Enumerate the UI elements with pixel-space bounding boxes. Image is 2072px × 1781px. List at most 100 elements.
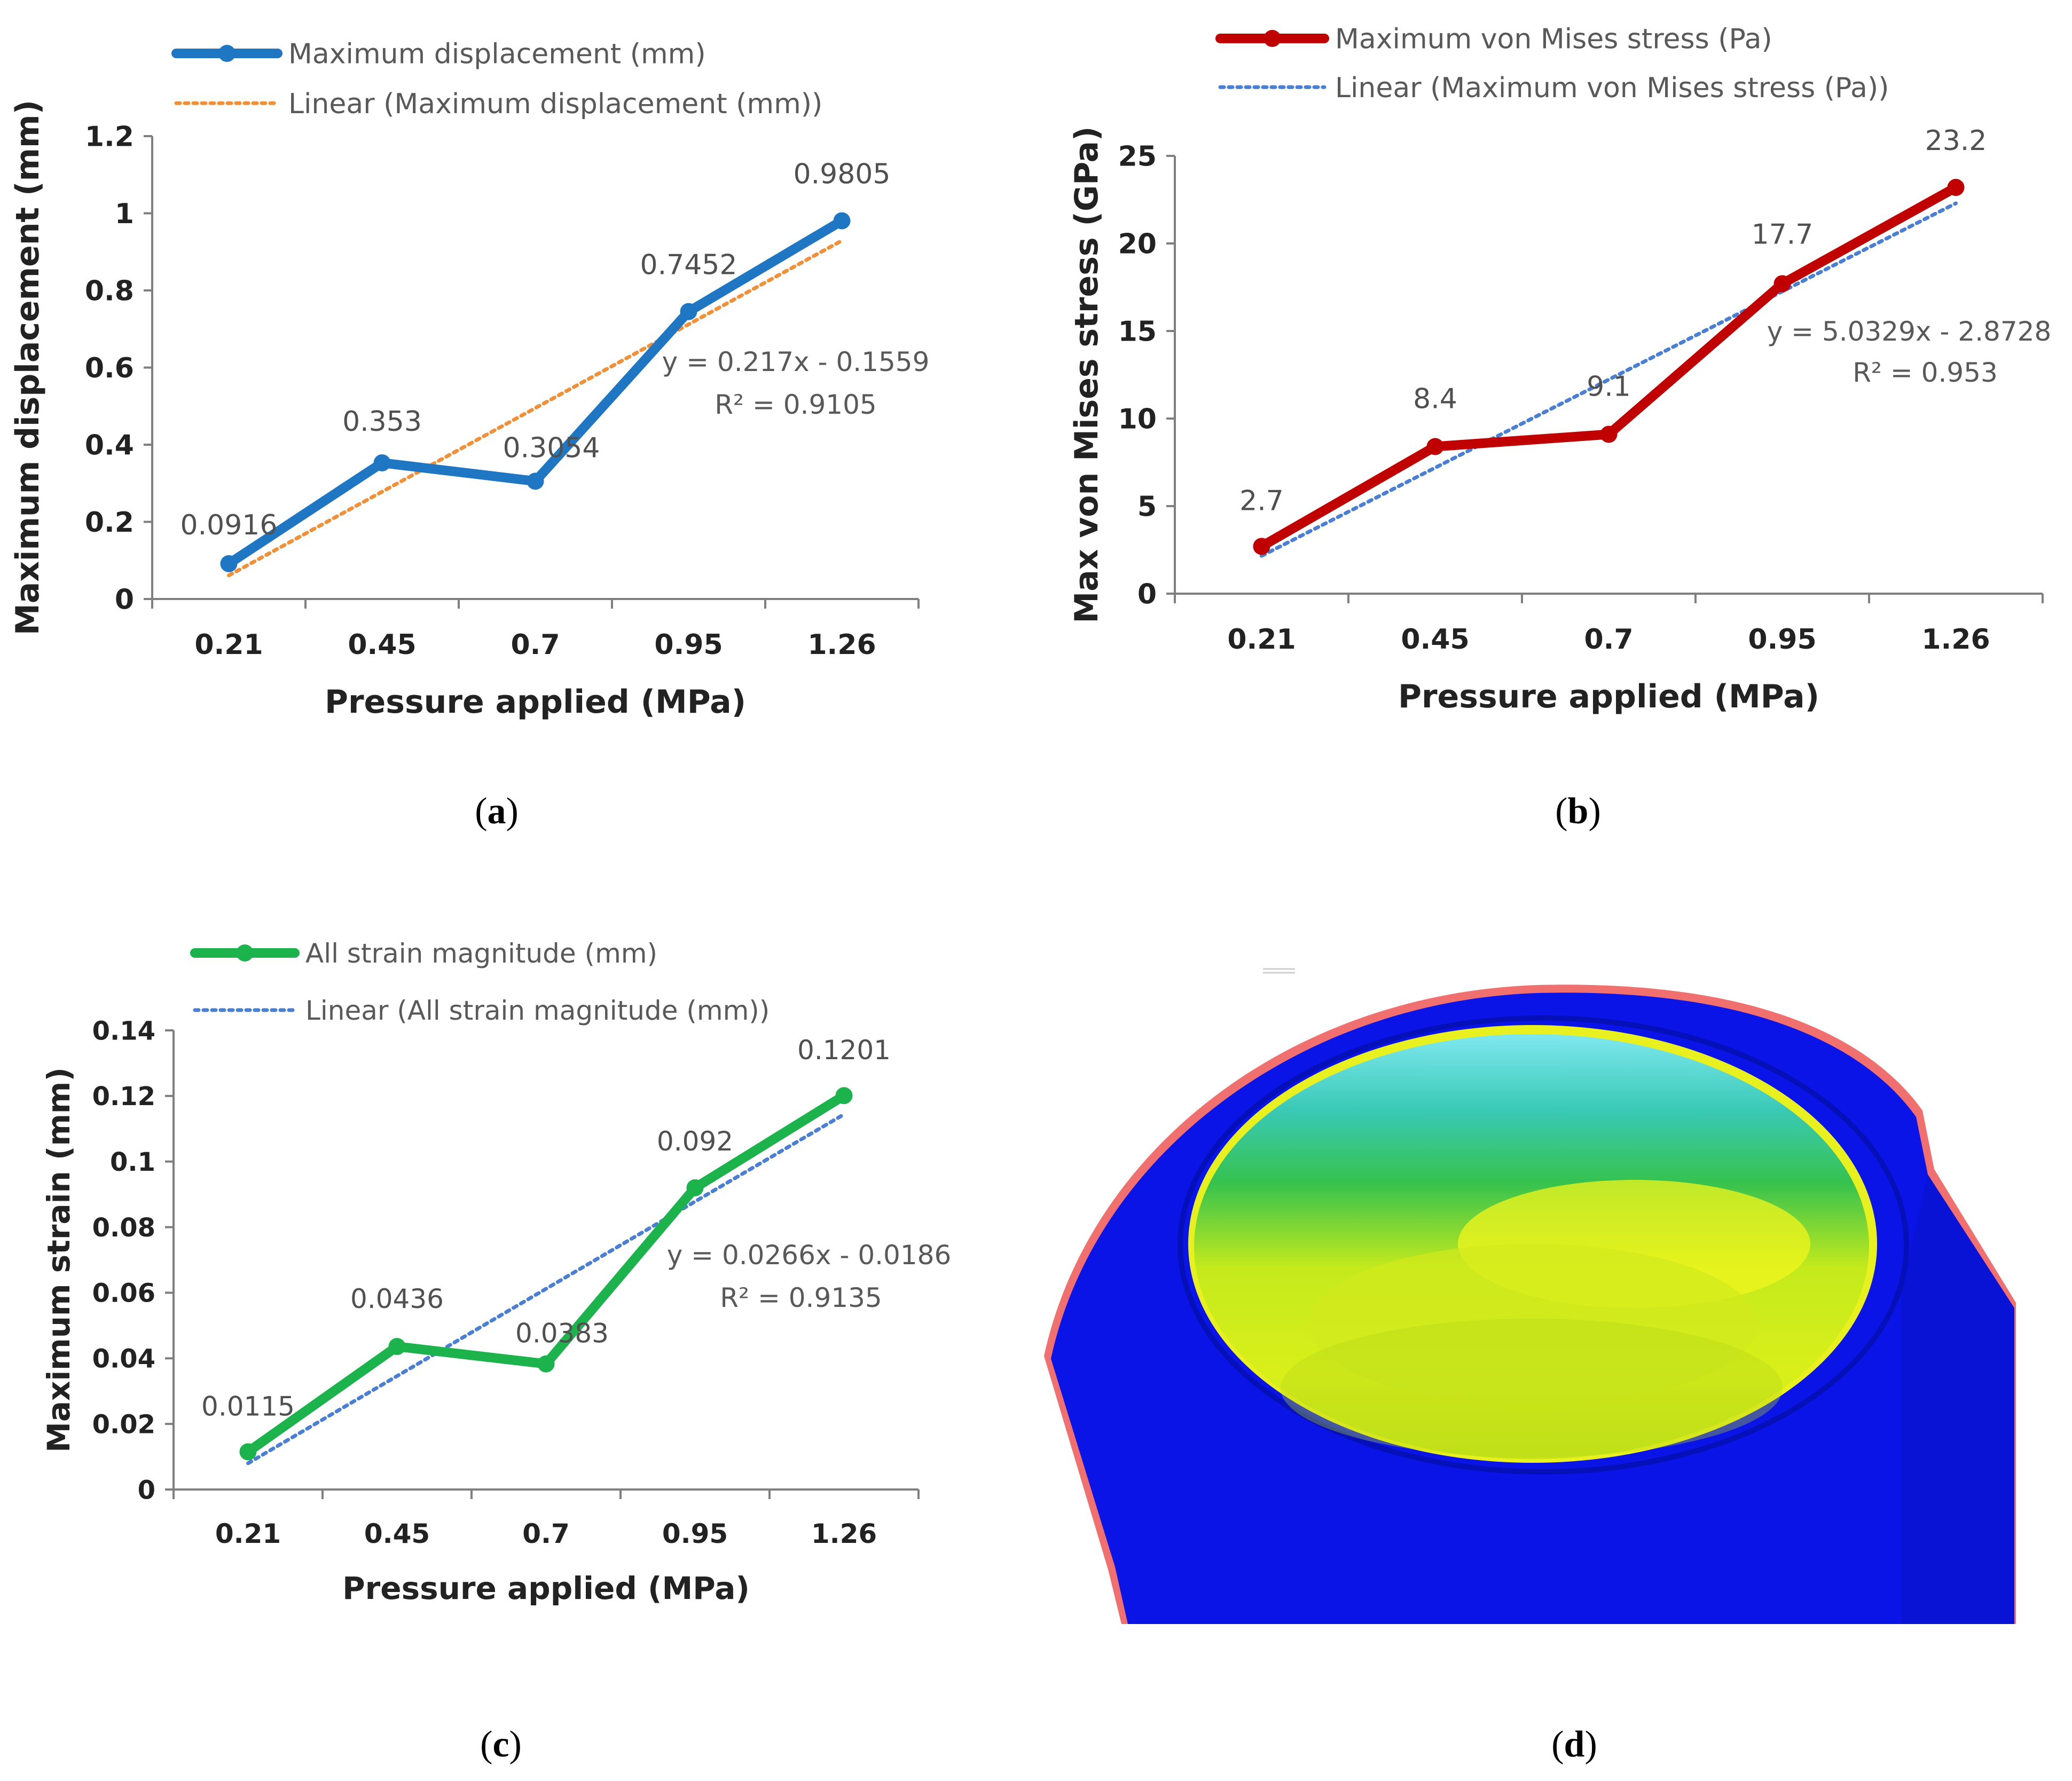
- x-category-label: 0.7: [511, 629, 560, 661]
- trendline-equation: y = 0.217x - 0.1559: [662, 346, 930, 377]
- legend-series-label: Maximum von Mises stress (Pa): [1335, 23, 1772, 56]
- x-category-label: 0.45: [1401, 624, 1469, 656]
- data-label: 23.2: [1925, 125, 1987, 157]
- legend-series-label: All strain magnitude (mm): [305, 938, 657, 969]
- y-tick-label: 0: [1137, 579, 1157, 611]
- x-category-label: 0.95: [662, 1518, 728, 1549]
- y-tick-label: 10: [1118, 404, 1157, 436]
- legend-series-marker: [218, 45, 236, 62]
- panel-label-a: (a): [475, 791, 519, 832]
- y-axis-title: Maximum strain (mm): [41, 1067, 77, 1453]
- y-tick-label: 0: [115, 584, 134, 616]
- data-label: 0.0383: [515, 1318, 609, 1349]
- data-label: 0.353: [342, 406, 422, 438]
- x-category-label: 0.7: [522, 1518, 570, 1549]
- y-tick-label: 0.4: [85, 430, 134, 462]
- y-tick-label: 0.14: [92, 1016, 155, 1046]
- bowl-bottom-shadow: [1281, 1319, 1783, 1457]
- trendline-equation: y = 5.0329x - 2.8728: [1767, 316, 2052, 347]
- y-tick-label: 15: [1118, 316, 1157, 348]
- legend-series-marker: [236, 944, 254, 962]
- y-tick-label: 0.06: [92, 1279, 155, 1309]
- data-point: [239, 1443, 257, 1461]
- x-category-label: 0.45: [364, 1518, 430, 1549]
- data-label: 0.0115: [201, 1391, 295, 1422]
- data-point: [1426, 438, 1444, 455]
- inner-rim-groove: [1178, 1015, 1909, 1475]
- data-label: 0.0436: [350, 1283, 444, 1314]
- x-category-label: 0.45: [348, 629, 416, 661]
- y-tick-label: 0.02: [92, 1409, 155, 1439]
- legend-trend-label: Linear (Maximum displacement (mm)): [288, 88, 822, 120]
- trendline: [1260, 201, 1958, 558]
- y-tick-label: 0.08: [92, 1213, 155, 1243]
- y-tick-label: 0: [138, 1475, 155, 1505]
- x-category-label: 1.26: [807, 629, 876, 661]
- panel-label-b: (b): [1555, 791, 1601, 832]
- series-line: [1257, 183, 1961, 551]
- y-tick-label: 20: [1118, 228, 1157, 261]
- y-tick-label: 1.2: [85, 121, 134, 153]
- trendline-equation: y = 0.0266x - 0.0186: [667, 1240, 952, 1271]
- x-category-label: 0.7: [1584, 624, 1633, 656]
- panel-label-c: (c): [480, 1724, 522, 1765]
- data-point: [680, 303, 697, 320]
- y-axis-title: Maximum displacement (mm): [9, 100, 46, 635]
- chart-b-von-mises-stress: 0 5 10 15 20 25 0.21 0.45 0.7 0.95 1.26 Pressure ap…: [1068, 23, 2051, 715]
- x-axis-title: Pressure applied (MPa): [342, 1570, 750, 1606]
- trendline-r2: R² = 0.9105: [715, 389, 876, 420]
- data-label: 0.1201: [797, 1035, 891, 1066]
- data-point: [686, 1179, 704, 1196]
- y-tick-label: 0.6: [85, 352, 134, 384]
- data-label: 0.0916: [180, 509, 278, 541]
- y-tick-label: 0.8: [85, 275, 134, 308]
- x-category-label: 1.26: [811, 1518, 877, 1549]
- data-label: 2.7: [1239, 485, 1284, 517]
- x-axis-title: Pressure applied (MPa): [325, 683, 746, 721]
- x-category-label: 0.21: [1227, 624, 1296, 656]
- y-tick-label: 0.2: [85, 507, 134, 539]
- data-label: 0.3054: [503, 432, 600, 464]
- trendline-r2: R² = 0.953: [1853, 357, 1998, 388]
- data-label: 0.7452: [640, 249, 737, 281]
- panel-label-d: (d): [1551, 1724, 1597, 1765]
- x-category-label: 1.26: [1921, 624, 1990, 656]
- series-line: [243, 1091, 849, 1457]
- chart-c-strain-magnitude: 0 0.02 0.04 0.06 0.08 0.1 0.12 0.14 0.21 0.45 0.7 0…: [41, 938, 951, 1606]
- y-tick-label: 25: [1118, 141, 1157, 173]
- x-axis-title: Pressure applied (MPa): [1398, 678, 1819, 715]
- top-rim-marker: [1263, 968, 1295, 974]
- data-label: 0.9805: [794, 159, 891, 191]
- data-label: 8.4: [1413, 383, 1457, 415]
- data-point: [373, 454, 391, 471]
- trendline-r2: R² = 0.9135: [720, 1282, 882, 1313]
- x-category-label: 0.95: [654, 629, 723, 661]
- data-label: 9.1: [1587, 371, 1631, 403]
- chart-a-max-displacement: 0 0.2 0.4 0.6 0.8 1 1.2 0.21 0.45 0.7 0.95 1.26 Pres…: [9, 38, 929, 721]
- legend-series-label: Maximum displacement (mm): [288, 38, 706, 70]
- y-tick-label: 1: [115, 198, 134, 230]
- y-tick-label: 0.1: [110, 1147, 155, 1177]
- trendline: [227, 239, 844, 578]
- data-point: [537, 1355, 555, 1373]
- data-point: [220, 555, 238, 572]
- y-tick-label: 0.04: [92, 1344, 155, 1374]
- data-point: [1773, 275, 1791, 293]
- data-point: [833, 212, 851, 230]
- legend-trend-label: Linear (Maximum von Mises stress (Pa)): [1335, 72, 1889, 104]
- bowl-yellow-patch-2: [1308, 1244, 1757, 1404]
- y-axis-title: Max von Mises stress (GPa): [1068, 127, 1105, 624]
- data-label: 0.092: [657, 1126, 733, 1157]
- x-category-label: 0.95: [1748, 624, 1816, 656]
- cylinder-shading: [1901, 1175, 2014, 1624]
- x-category-label: 0.21: [194, 629, 263, 661]
- data-point: [1600, 425, 1618, 443]
- data-label: 17.7: [1752, 218, 1814, 250]
- y-tick-label: 5: [1137, 491, 1157, 523]
- data-point: [527, 472, 544, 490]
- legend-series-marker: [1263, 30, 1281, 47]
- data-point: [1947, 179, 1965, 196]
- fea-render-image: [1041, 966, 2016, 1624]
- data-point: [835, 1087, 853, 1105]
